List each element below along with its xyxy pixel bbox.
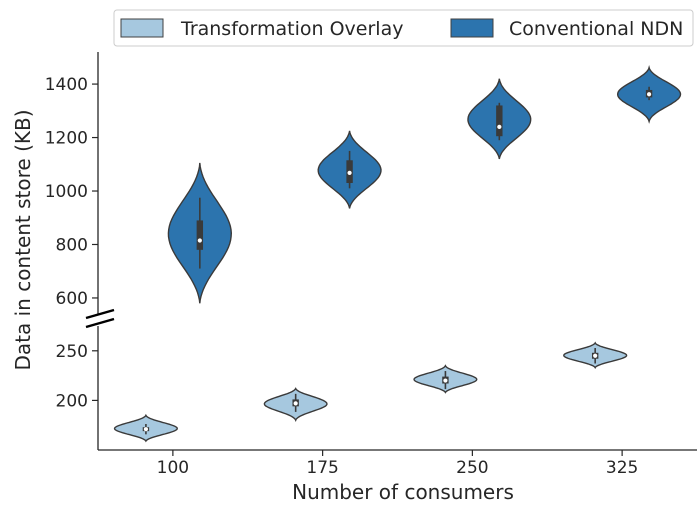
y-tick-label: 1400 [45, 75, 88, 95]
axis-break-mark [85, 308, 115, 320]
y-tick-label: 600 [56, 289, 88, 309]
y-tick-label: 1000 [45, 182, 88, 202]
legend-label-conventional-ndn: Conventional NDN [509, 18, 683, 40]
x-tick-label: 175 [306, 458, 338, 478]
violin-transformation-overlay-325-median-point [593, 353, 598, 358]
violin-conventional-ndn-100-iqr-box [196, 220, 204, 250]
violin-transformation-overlay-250-median-point [443, 378, 448, 383]
x-tick-label: 250 [456, 458, 488, 478]
y-tick-label: 1200 [45, 129, 88, 149]
legend-swatch-transformation-overlay [120, 18, 164, 38]
axis-break-mark [85, 317, 115, 329]
violin-transformation-overlay-100-median-point [143, 427, 149, 432]
y-tick-label: 200 [56, 391, 88, 411]
y-tick-label: 800 [56, 235, 88, 255]
violin-transformation-overlay-175-median-point [293, 401, 298, 406]
x-tick-label: 325 [606, 458, 638, 478]
violin-conventional-ndn-175-median-point [347, 170, 352, 175]
y-tick-label: 250 [56, 342, 88, 362]
violin-conventional-ndn-250-iqr-box [496, 105, 503, 137]
legend-frame [113, 9, 694, 47]
legend-label-transformation-overlay: Transformation Overlay [180, 18, 403, 40]
y-axis-label: Data in content store (KB) [11, 109, 35, 370]
violin-conventional-ndn-250-median-point [497, 124, 502, 129]
violin-conventional-ndn-100-median-point [197, 238, 202, 243]
legend: Transformation Overlay Conventional NDN [113, 9, 694, 47]
violin-plot-area [113, 64, 682, 443]
violin-conventional-ndn-325-median-point [646, 92, 652, 97]
x-axis-label: Number of consumers [292, 480, 514, 504]
axes [85, 52, 697, 451]
ticks: 600 800 1000 1200 1400 200 250 100 175 250 325 [45, 75, 639, 478]
legend-swatch-conventional-ndn [450, 18, 494, 38]
x-tick-label: 100 [157, 458, 189, 478]
